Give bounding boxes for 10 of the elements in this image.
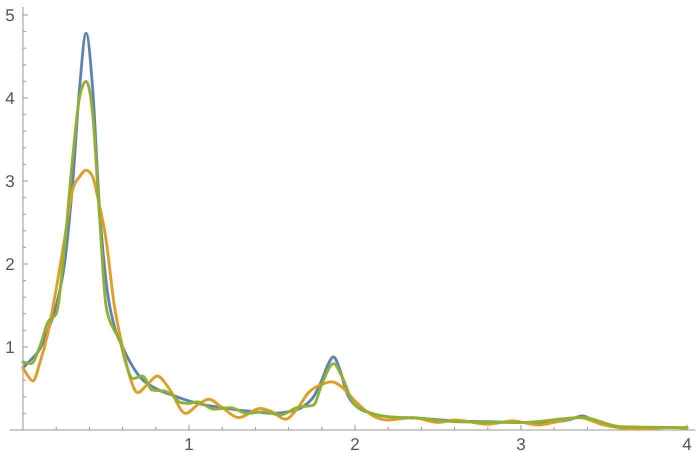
y-tick-label: 2 — [5, 255, 15, 274]
y-tick-label: 3 — [5, 172, 15, 191]
y-tick-label: 4 — [5, 89, 15, 108]
y-tick-label: 5 — [5, 6, 15, 25]
x-tick-label: 1 — [184, 435, 194, 454]
line-series — [22, 80, 688, 429]
x-tick-label: 2 — [350, 435, 360, 454]
x-tick-label: 4 — [682, 435, 692, 454]
x-tick-label: 3 — [516, 435, 526, 454]
y-tick-label: 1 — [5, 338, 15, 357]
